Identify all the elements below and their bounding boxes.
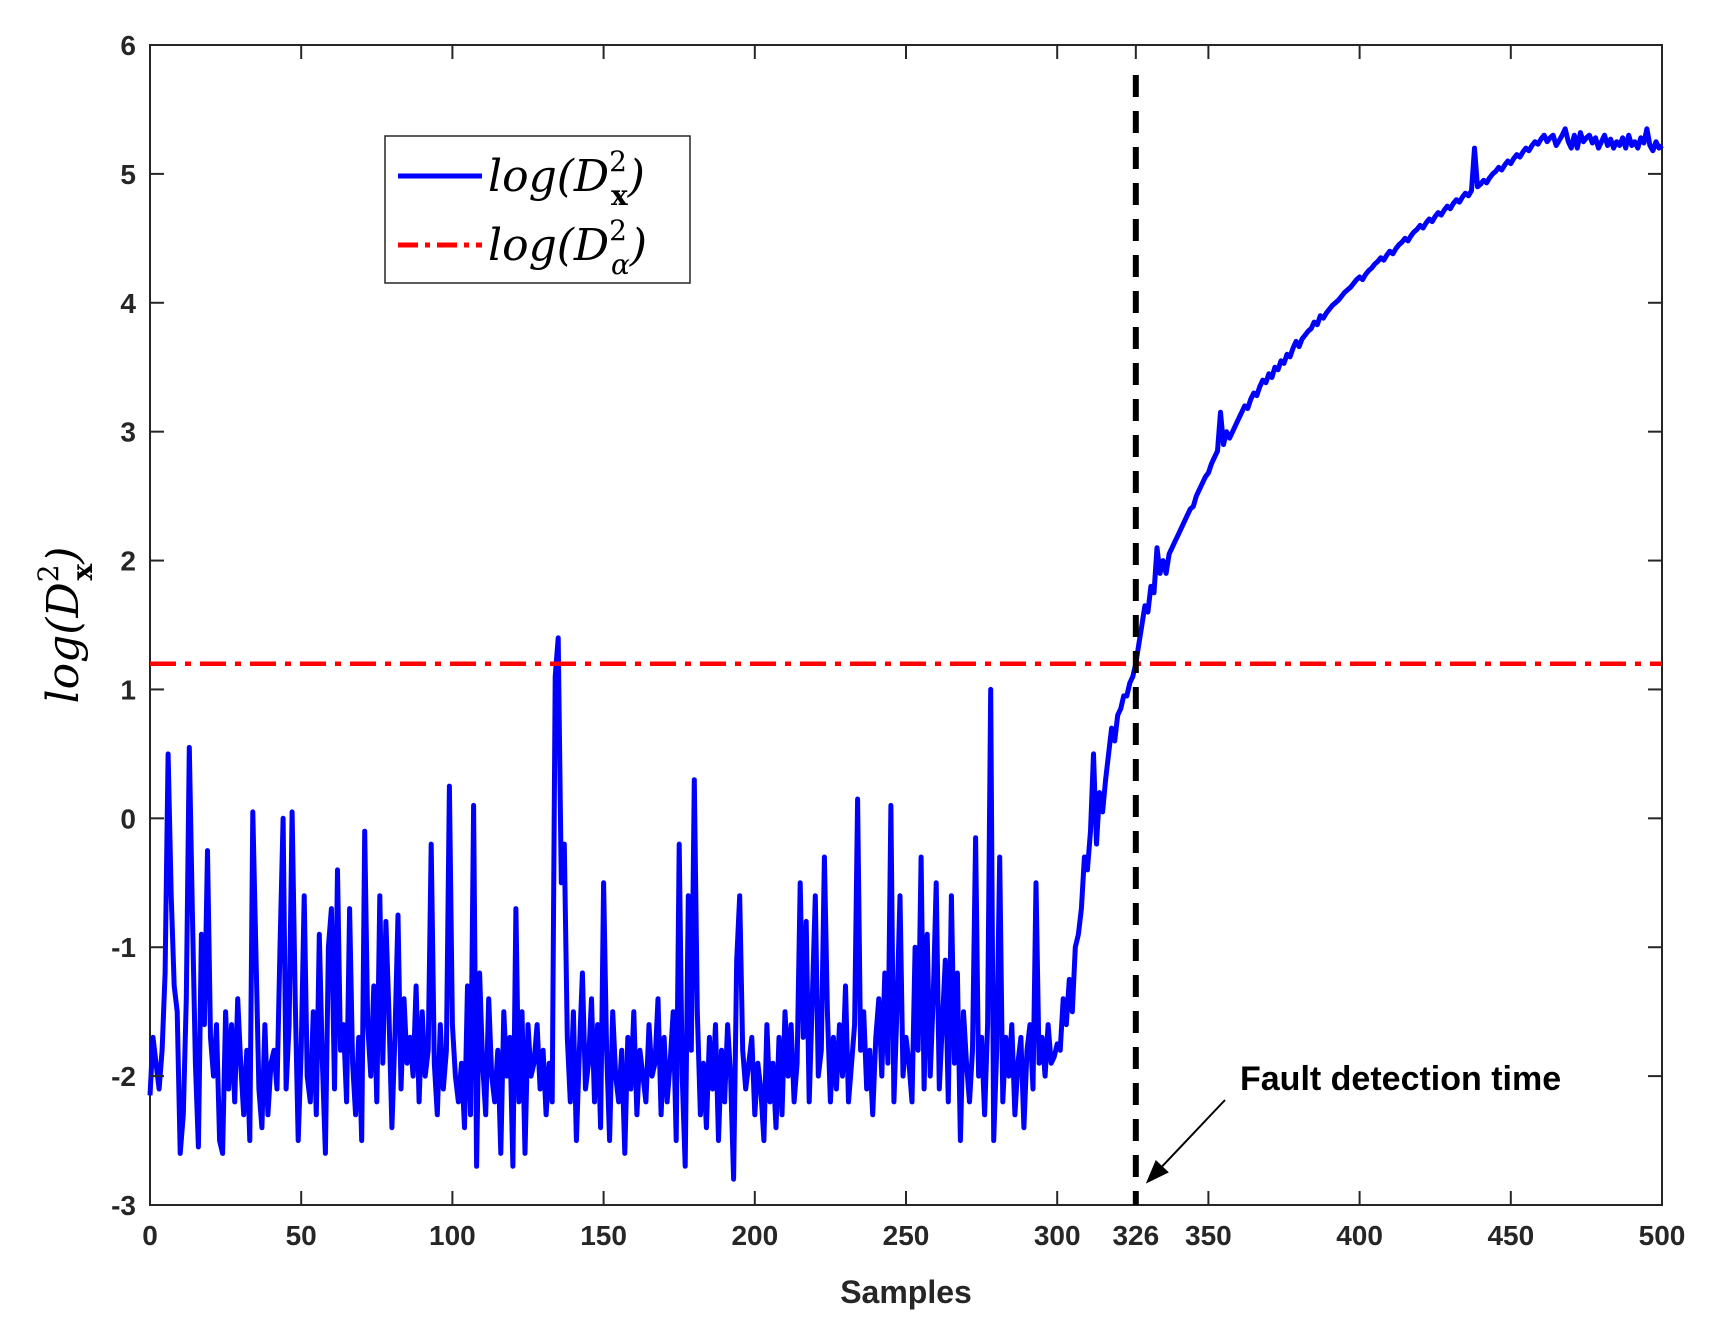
y-tick-label: 6 (120, 30, 136, 61)
series-line-0 (147, 126, 1664, 1182)
x-axis-title: Samples (840, 1274, 972, 1310)
y-axis-title: log(D2x) (32, 547, 99, 704)
annotation-arrowhead (1145, 1160, 1169, 1184)
y-tick-label: 3 (120, 417, 136, 448)
y-tick-label: 1 (120, 674, 136, 705)
x-tick-label: 450 (1487, 1220, 1534, 1251)
y-tick-label: 2 (120, 546, 136, 577)
annotation-arrow (1161, 1099, 1226, 1167)
x-tick-label: 300 (1034, 1220, 1081, 1251)
y-tick-label: 0 (120, 803, 136, 834)
x-tick-label: 0 (142, 1220, 158, 1251)
legend-label-series-0: log(D2 x) (488, 145, 645, 212)
x-tick-label: 326 (1112, 1220, 1159, 1251)
y-tick-label: 4 (120, 288, 136, 319)
fault-detection-annotation: Fault detection time (1240, 1060, 1561, 1098)
x-tick-label: 150 (580, 1220, 627, 1251)
legend-label-series-1: log(D2 α) (488, 214, 647, 281)
x-tick-label: 200 (731, 1220, 778, 1251)
legend: log(D2 x) log(D2 α) (384, 135, 691, 284)
annotation-layer: Fault detection time (1145, 1060, 1561, 1184)
series-layer (147, 126, 1664, 1182)
x-tick-label: 100 (429, 1220, 476, 1251)
y-tick-label: -1 (111, 932, 136, 963)
legend-box (384, 135, 691, 284)
x-tick-label: 50 (286, 1220, 317, 1251)
x-tick-label: 500 (1639, 1220, 1686, 1251)
y-tick-label: -2 (111, 1061, 136, 1092)
x-tick-label: 400 (1336, 1220, 1383, 1251)
y-tick-label: 5 (120, 159, 136, 190)
x-tick-label: 350 (1185, 1220, 1232, 1251)
ticks-layer: 0 50 100 150 200 250 300 326 350 400 450 500-3-2-10… (111, 30, 1685, 1251)
x-tick-label: 250 (883, 1220, 930, 1251)
y-tick-label: -3 (111, 1190, 136, 1221)
